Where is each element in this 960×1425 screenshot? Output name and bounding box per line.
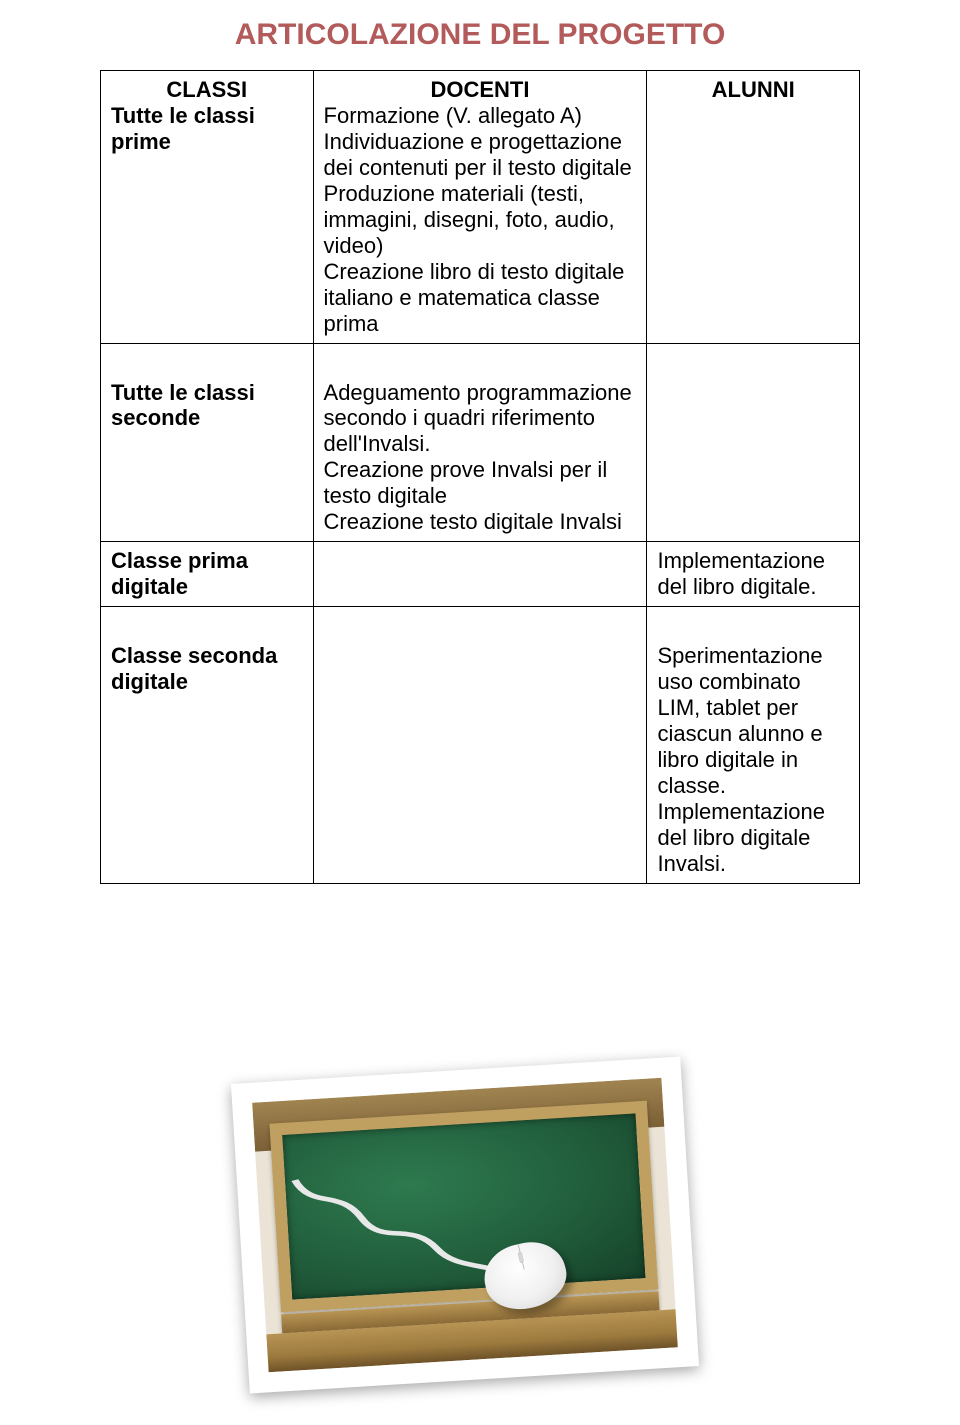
cell-classi-3: Classe seconda digitale xyxy=(101,607,314,884)
classi-2: Classe prima digitale xyxy=(111,548,303,600)
header-docenti: DOCENTI xyxy=(324,77,637,103)
cell-alunni-2: Implementazione del libro digitale. xyxy=(647,542,860,607)
cell-alunni-3: Sperimentazione uso combinato LIM, table… xyxy=(647,607,860,884)
project-table: CLASSI Tutte le classi prime DOCENTI For… xyxy=(100,70,860,884)
docenti-0: Formazione (V. allegato A) Individuazion… xyxy=(324,103,637,337)
chalkboard-icon xyxy=(270,1100,658,1312)
page-title: ARTICOLAZIONE DEL PROGETTO xyxy=(100,18,860,52)
cell-docenti-0: DOCENTI Formazione (V. allegato A) Indiv… xyxy=(313,71,647,344)
table-row: Classe seconda digitale Sperimentazione … xyxy=(101,607,860,884)
mouse-wheel xyxy=(517,1251,524,1263)
classi-1: Tutte le classi seconde xyxy=(111,380,303,432)
photo-image xyxy=(252,1078,678,1373)
cell-classi-1: Tutte le classi seconde xyxy=(101,343,314,542)
alunni-3: Sperimentazione uso combinato LIM, table… xyxy=(657,643,849,877)
cell-docenti-1: Adeguamento programmazione secondo i qua… xyxy=(313,343,647,542)
alunni-2: Implementazione del libro digitale. xyxy=(657,548,849,600)
docenti-1: Adeguamento programmazione secondo i qua… xyxy=(324,380,637,536)
cell-docenti-3 xyxy=(313,607,647,884)
classi-0: Tutte le classi prime xyxy=(111,103,303,155)
cell-classi-0: CLASSI Tutte le classi prime xyxy=(101,71,314,344)
photo-frame xyxy=(231,1057,699,1394)
table-row: Classe prima digitale Implementazione de… xyxy=(101,542,860,607)
table-row: Tutte le classi seconde Adeguamento prog… xyxy=(101,343,860,542)
header-alunni: ALUNNI xyxy=(657,77,849,103)
cell-alunni-1 xyxy=(647,343,860,542)
cell-alunni-0: ALUNNI xyxy=(647,71,860,344)
table-row: CLASSI Tutte le classi prime DOCENTI For… xyxy=(101,71,860,344)
header-classi: CLASSI xyxy=(111,77,303,103)
title-text: ARTICOLAZIONE DEL PROGETTO xyxy=(235,18,726,51)
cell-classi-2: Classe prima digitale xyxy=(101,542,314,607)
cell-docenti-2 xyxy=(313,542,647,607)
classi-3: Classe seconda digitale xyxy=(111,643,303,695)
